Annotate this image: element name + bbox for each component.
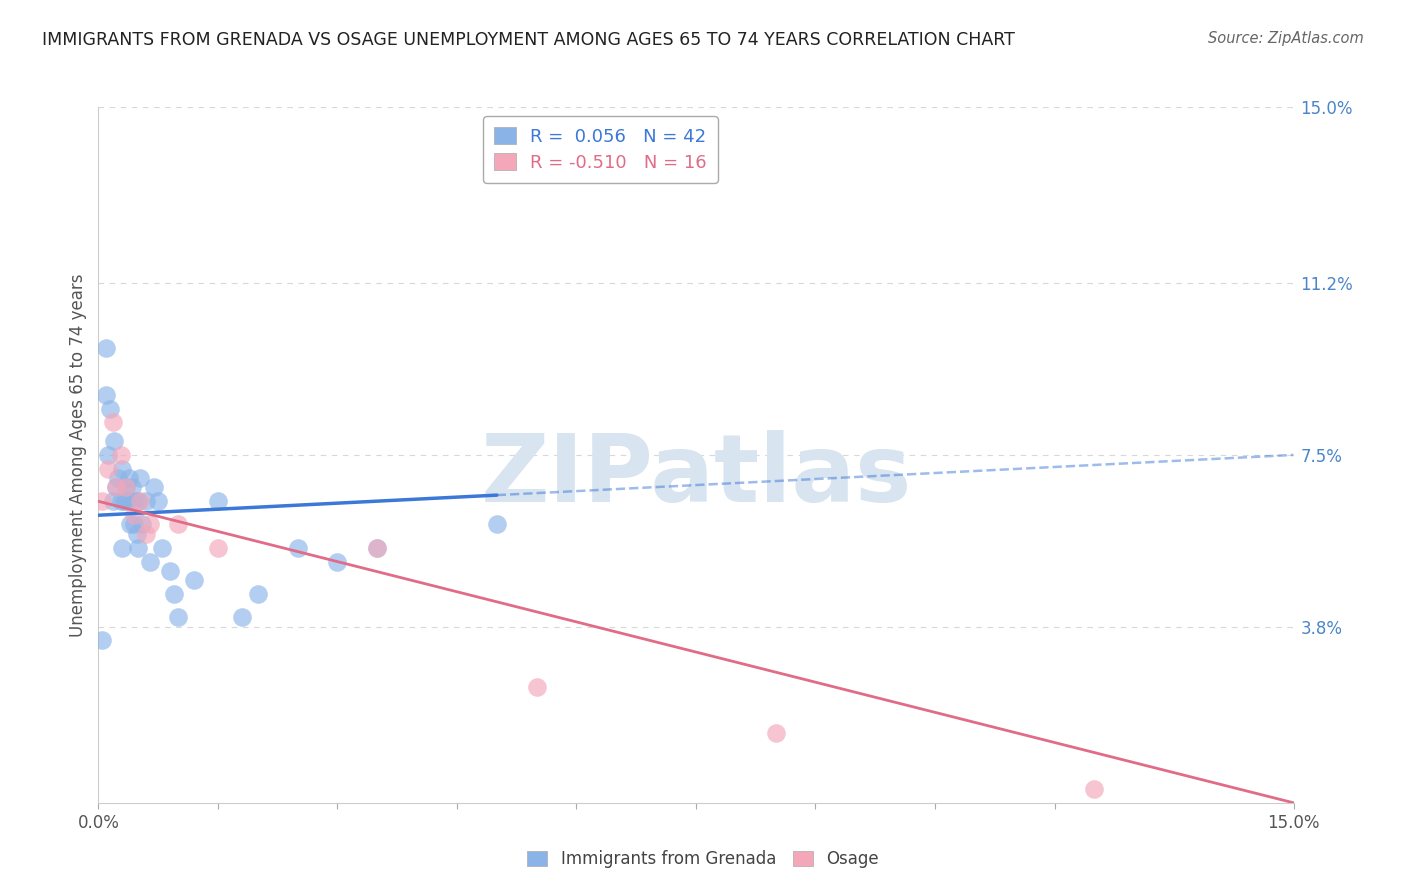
Point [135, 526, 157, 541]
Point [183, 573, 205, 587]
Point [91, 633, 114, 648]
Point [115, 494, 138, 508]
Text: Source: ZipAtlas.com: Source: ZipAtlas.com [1208, 31, 1364, 46]
Point [127, 541, 149, 555]
Point [104, 480, 127, 494]
Point [1083, 781, 1105, 796]
Point [120, 517, 142, 532]
Point [366, 541, 388, 555]
Point [231, 610, 253, 624]
Legend: R =  0.056   N = 42, R = -0.510   N = 16: R = 0.056 N = 42, R = -0.510 N = 16 [484, 116, 717, 183]
Point [101, 494, 124, 508]
Point [143, 480, 166, 494]
Point [139, 555, 162, 569]
Point [128, 471, 150, 485]
Point [110, 494, 132, 508]
Point [765, 726, 787, 740]
Point [159, 564, 181, 578]
Point [118, 471, 141, 485]
Point [103, 434, 125, 448]
Point [115, 480, 138, 494]
Point [485, 517, 508, 532]
Text: ZIPatlas: ZIPatlas [481, 430, 911, 522]
Point [124, 508, 146, 523]
Point [246, 587, 269, 601]
Point [131, 517, 153, 532]
Point [115, 480, 138, 494]
Point [96, 387, 118, 401]
Point [104, 480, 127, 494]
Y-axis label: Unemployment Among Ages 65 to 74 years: Unemployment Among Ages 65 to 74 years [69, 273, 87, 637]
Point [135, 494, 157, 508]
Point [326, 555, 349, 569]
Point [127, 494, 149, 508]
Point [112, 494, 135, 508]
Point [366, 541, 388, 555]
Point [207, 494, 229, 508]
Point [96, 341, 118, 355]
Point [139, 517, 162, 532]
Point [110, 448, 132, 462]
Point [148, 494, 170, 508]
Legend: Immigrants from Grenada, Osage: Immigrants from Grenada, Osage [520, 844, 886, 875]
Point [101, 416, 124, 430]
Point [163, 587, 186, 601]
Text: IMMIGRANTS FROM GRENADA VS OSAGE UNEMPLOYMENT AMONG AGES 65 TO 74 YEARS CORRELAT: IMMIGRANTS FROM GRENADA VS OSAGE UNEMPLO… [42, 31, 1015, 49]
Point [107, 471, 129, 485]
Point [125, 526, 148, 541]
Point [124, 517, 146, 532]
Point [124, 494, 146, 508]
Point [121, 480, 143, 494]
Point [150, 541, 173, 555]
Point [97, 462, 120, 476]
Point [91, 494, 114, 508]
Point [111, 462, 134, 476]
Point [98, 401, 122, 416]
Point [120, 494, 142, 508]
Point [207, 541, 229, 555]
Point [97, 448, 120, 462]
Point [287, 541, 309, 555]
Point [111, 541, 134, 555]
Point [167, 517, 190, 532]
Point [167, 610, 190, 624]
Point [526, 680, 548, 694]
Point [128, 494, 150, 508]
